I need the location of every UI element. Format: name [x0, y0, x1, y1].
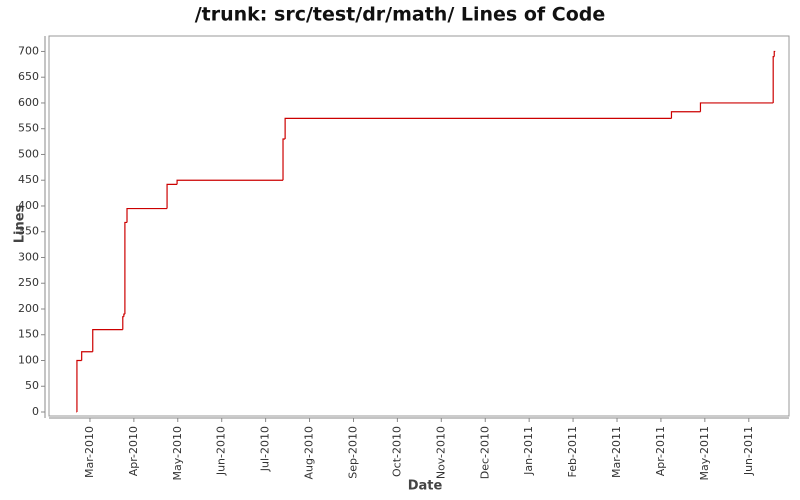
y-tick-label: 50	[25, 379, 39, 392]
line-step	[76, 359, 82, 412]
y-tick-label: 650	[18, 70, 39, 83]
x-tick-label: May-2011	[698, 426, 711, 481]
line-step	[81, 351, 93, 361]
line-step	[773, 50, 776, 57]
line-step	[176, 179, 284, 185]
line-step	[670, 111, 701, 119]
plot-area	[48, 35, 790, 417]
y-tick-label: 600	[18, 96, 39, 109]
y-tick-label: 450	[18, 173, 39, 186]
x-tick-label: Jun-2010	[215, 426, 228, 476]
y-tick-label: 150	[18, 328, 39, 341]
x-tick-label: Jul-2010	[259, 426, 272, 472]
x-tick-label: Apr-2010	[127, 426, 140, 476]
x-tick-label: Jan-2011	[522, 426, 535, 476]
y-tick-label: 700	[18, 44, 39, 57]
line-step	[92, 328, 123, 352]
x-tick-label: Nov-2010	[434, 426, 447, 479]
x-axis-title: Date	[408, 479, 443, 494]
line-step	[699, 102, 774, 112]
line-step	[166, 183, 178, 209]
x-tick-label: Feb-2011	[566, 426, 579, 477]
x-tick-label: Mar-2011	[610, 426, 623, 478]
x-tick-label: Sep-2010	[346, 426, 359, 479]
line-step	[284, 117, 672, 140]
x-tick-label: Dec-2010	[478, 426, 491, 479]
y-tick-label: 500	[18, 147, 39, 160]
x-tick-label: Apr-2011	[654, 426, 667, 476]
y-tick-label: 200	[18, 302, 39, 315]
x-tick-label: Aug-2010	[303, 426, 316, 479]
x-tick-label: May-2010	[171, 426, 184, 481]
line-step	[282, 138, 286, 181]
line-step	[126, 207, 168, 223]
y-tick-label: 100	[18, 353, 39, 366]
y-axis-title: Lines	[13, 204, 28, 243]
x-tick-label: Jun-2011	[742, 426, 755, 476]
chart-title: /trunk: src/test/dr/math/ Lines of Code	[195, 4, 606, 26]
y-tick-label: 300	[18, 250, 39, 263]
x-tick-label: Oct-2010	[390, 426, 403, 477]
y-tick-label: 400	[18, 199, 39, 212]
y-tick-label: 350	[18, 225, 39, 238]
y-tick-label: 550	[18, 122, 39, 135]
line-step	[124, 221, 128, 315]
y-tick-label: 250	[18, 276, 39, 289]
x-tick-label: Mar-2010	[83, 426, 96, 478]
y-tick-label: 0	[32, 405, 39, 418]
